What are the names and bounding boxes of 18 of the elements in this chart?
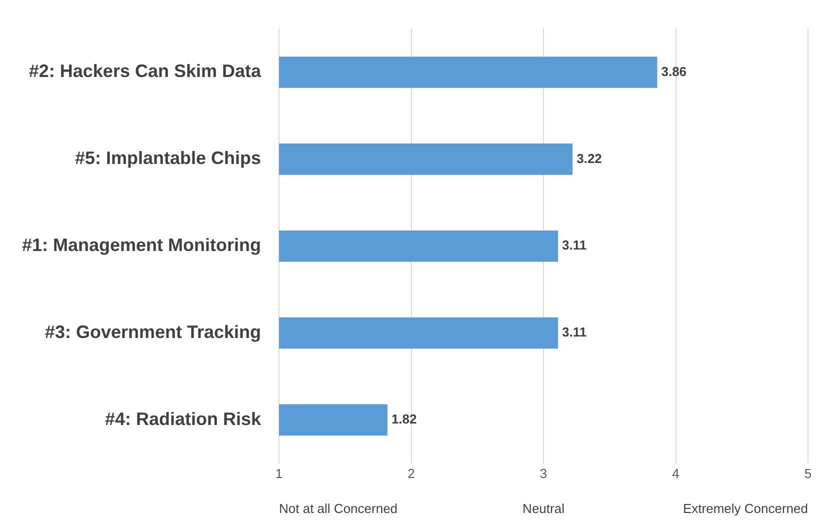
x-tick-label: 5	[804, 466, 812, 481]
x-tick-label: 4	[672, 466, 680, 481]
x-tick-label: 3	[540, 466, 548, 481]
text: Not at all Concerned	[279, 501, 398, 516]
data-label: 3.86	[661, 64, 687, 79]
data-label: 1.82	[391, 412, 417, 427]
y-tick-label: #5: Implantable Chips	[74, 148, 262, 168]
x-tick-label: 2	[408, 466, 415, 481]
x-tick-label: 1	[275, 466, 283, 481]
y-tick-label: #3: Government Tracking	[44, 322, 262, 342]
y-tick-label: #1: Management Monitoring	[22, 235, 262, 256]
data-label: 3.11	[562, 324, 587, 340]
data-label: 3.22	[576, 150, 602, 166]
data-label: 3.11	[562, 238, 587, 253]
text: Extremely Concerned	[683, 501, 808, 516]
y-tick-label: #2: Hackers Can Skim Data	[28, 61, 262, 82]
y-tick-label: #4: Radiation Risk	[104, 408, 262, 429]
text: Neutral	[522, 501, 565, 516]
